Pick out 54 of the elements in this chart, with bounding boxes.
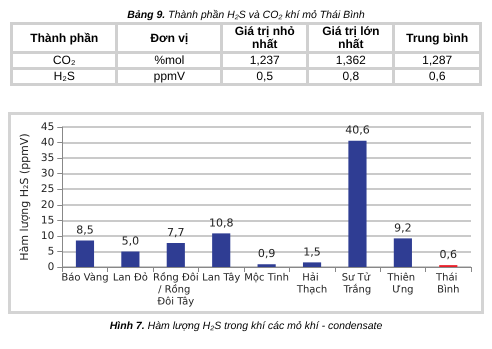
- data-label: 9,2: [394, 221, 412, 234]
- data-label: 8,5: [76, 224, 94, 237]
- bar: [76, 240, 94, 267]
- bar: [212, 233, 230, 267]
- x-tick-label: Báo Vàng: [61, 272, 109, 284]
- x-tick-label: Rồng Đôi/ Rồng Đôi Tây: [153, 272, 199, 308]
- bar: [121, 251, 140, 267]
- bar: [302, 262, 322, 267]
- text: Hình 7. Hàm lượng H₂S trong khí các mỏ khí - condensate: [108, 320, 384, 332]
- bar: [348, 140, 367, 267]
- y-tick-label: 30: [40, 168, 54, 180]
- category-label: Đơn vị: [116, 24, 222, 52]
- category-label: Giá trị lớn nhất: [308, 24, 394, 52]
- y-tick-label: 20: [40, 198, 54, 211]
- y-tick-label: 10: [40, 230, 54, 242]
- text: ppmV: [154, 69, 185, 83]
- x-tick-label: Mộc Tinh: [244, 272, 289, 284]
- text: %mol: [154, 53, 184, 67]
- x-tick-label: Hải Thạch: [296, 272, 328, 296]
- y-tick-label: 5: [48, 245, 54, 258]
- category-label: Thành phần: [12, 24, 117, 52]
- category-label: Giá trị nhỏ nhất: [222, 24, 308, 52]
- y-tick-label: 0: [48, 261, 54, 273]
- y-tick-label: 45: [40, 121, 54, 133]
- text: 0,6: [428, 69, 446, 83]
- data-label: 1,5: [303, 245, 321, 258]
- text: CO₂: [52, 53, 76, 67]
- data-label: 0,6: [440, 248, 458, 262]
- text: Bảng 9. Thành phần H₂S và CO₂ khí mỏ Thái Bình: [126, 9, 366, 21]
- x-tick-label: Sư Tử Trắng: [342, 272, 374, 296]
- x-tick-label: Lan Tây: [202, 272, 240, 284]
- data-label: 0,9: [258, 247, 276, 260]
- data-label: 7,7: [167, 226, 185, 240]
- data-label: 40,6: [345, 124, 370, 137]
- x-tick-label: Thái Bình: [435, 272, 461, 296]
- bar: [166, 243, 185, 267]
- text: 1,362: [336, 53, 366, 67]
- y-tick-label: 40: [40, 136, 54, 149]
- x-tick-label: Lan Đỏ: [112, 272, 148, 284]
- x-tick-label: Thiên Ưng: [386, 272, 418, 296]
- text: 1,237: [250, 53, 280, 67]
- y-tick-label: 15: [40, 214, 54, 226]
- text: 0,5: [256, 69, 274, 83]
- text: H₂S: [54, 69, 75, 83]
- y-tick-label: 25: [40, 183, 54, 196]
- bar: [394, 238, 412, 267]
- text: 0,8: [342, 69, 360, 83]
- bar: [258, 264, 276, 267]
- category-label: Trung bình: [394, 24, 480, 52]
- data-label: 10,8: [208, 216, 234, 230]
- text: 1,287: [422, 53, 452, 67]
- data-label: 5,0: [122, 234, 140, 248]
- y-tick-label: 35: [40, 152, 54, 164]
- y-axis-title: Hàm lượng H₂S (ppmV): [18, 133, 31, 261]
